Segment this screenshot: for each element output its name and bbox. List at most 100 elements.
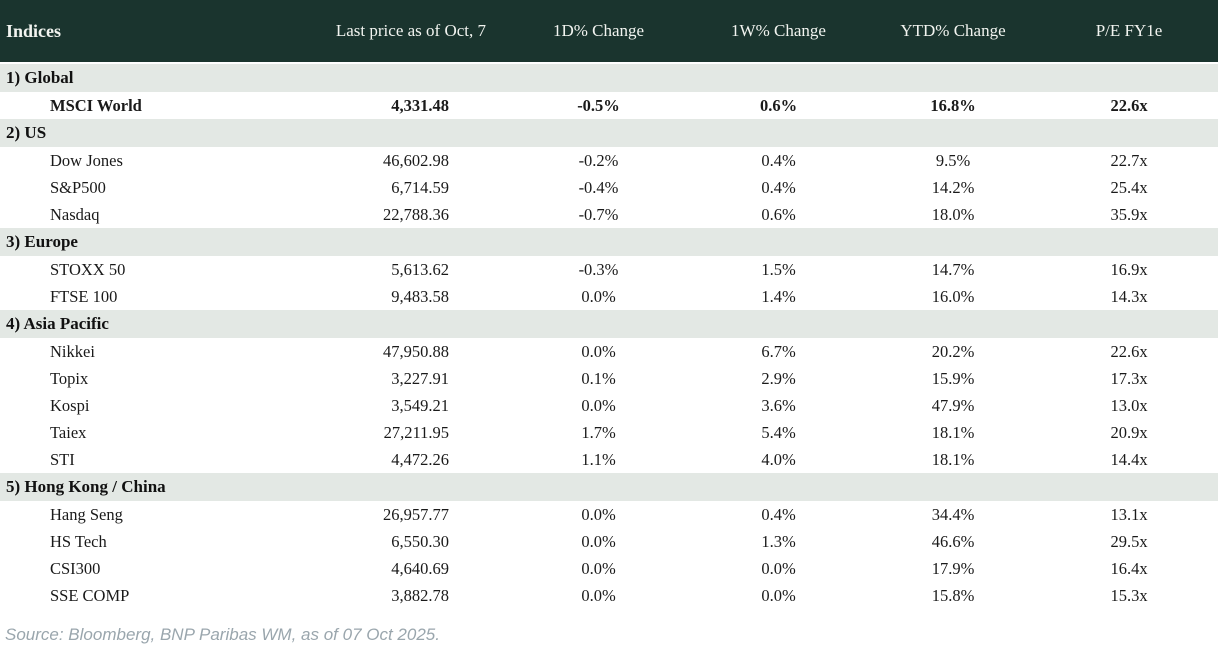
ytd-change-cell: 16.0% xyxy=(866,283,1040,310)
pe-cell: 20.9x xyxy=(1040,419,1218,446)
1d-change-cell: 0.0% xyxy=(506,501,691,528)
index-name-cell: Nikkei xyxy=(0,338,300,365)
section-row: 2) US xyxy=(0,119,1218,147)
ytd-change-cell: 18.1% xyxy=(866,446,1040,473)
source-note: Source: Bloomberg, BNP Paribas WM, as of… xyxy=(5,625,440,644)
index-name-cell: Hang Seng xyxy=(0,501,300,528)
ytd-change-cell: 18.1% xyxy=(866,419,1040,446)
index-name-cell: MSCI World xyxy=(0,92,300,119)
last-price-cell: 4,472.26 xyxy=(300,446,506,473)
1d-change-cell: 0.0% xyxy=(506,338,691,365)
1w-change-cell: 0.0% xyxy=(691,582,866,609)
1w-change-cell: 1.3% xyxy=(691,528,866,555)
pe-cell: 22.6x xyxy=(1040,338,1218,365)
index-name-cell: Taiex xyxy=(0,419,300,446)
last-price-cell: 27,211.95 xyxy=(300,419,506,446)
table-row: STI 4,472.26 1.1% 4.0% 18.1% 14.4x xyxy=(0,446,1218,473)
1d-change-cell: -0.3% xyxy=(506,256,691,283)
1w-change-cell: 4.0% xyxy=(691,446,866,473)
last-price-cell: 6,550.30 xyxy=(300,528,506,555)
section-label: 2) US xyxy=(0,119,1218,147)
table-row: Nikkei 47,950.88 0.0% 6.7% 20.2% 22.6x xyxy=(0,338,1218,365)
1w-change-cell: 1.5% xyxy=(691,256,866,283)
1w-change-cell: 0.6% xyxy=(691,92,866,119)
section-row: 5) Hong Kong / China xyxy=(0,473,1218,501)
pe-cell: 29.5x xyxy=(1040,528,1218,555)
section-label: 3) Europe xyxy=(0,228,1218,256)
1w-change-cell: 3.6% xyxy=(691,392,866,419)
1w-change-cell: 5.4% xyxy=(691,419,866,446)
pe-cell: 35.9x xyxy=(1040,201,1218,228)
section-row: 1) Global xyxy=(0,63,1218,92)
index-name-cell: S&P500 xyxy=(0,174,300,201)
ytd-change-cell: 9.5% xyxy=(866,147,1040,174)
last-price-cell: 26,957.77 xyxy=(300,501,506,528)
index-name-cell: FTSE 100 xyxy=(0,283,300,310)
section-row: 4) Asia Pacific xyxy=(0,310,1218,338)
pe-cell: 17.3x xyxy=(1040,365,1218,392)
index-name-cell: Kospi xyxy=(0,392,300,419)
last-price-cell: 4,331.48 xyxy=(300,92,506,119)
pe-cell: 22.7x xyxy=(1040,147,1218,174)
table-row: Nasdaq 22,788.36 -0.7% 0.6% 18.0% 35.9x xyxy=(0,201,1218,228)
last-price-cell: 3,882.78 xyxy=(300,582,506,609)
column-header-indices: Indices xyxy=(0,0,300,64)
column-header-1d-change: 1D% Change xyxy=(506,0,691,64)
1d-change-cell: 0.1% xyxy=(506,365,691,392)
ytd-change-cell: 17.9% xyxy=(866,555,1040,582)
table-row: S&P500 6,714.59 -0.4% 0.4% 14.2% 25.4x xyxy=(0,174,1218,201)
ytd-change-cell: 18.0% xyxy=(866,201,1040,228)
table-row: Kospi 3,549.21 0.0% 3.6% 47.9% 13.0x xyxy=(0,392,1218,419)
column-header-1w-change: 1W% Change xyxy=(691,0,866,64)
last-price-cell: 3,549.21 xyxy=(300,392,506,419)
column-header-pe-fy1e: P/E FY1e xyxy=(1040,0,1218,64)
ytd-change-cell: 15.8% xyxy=(866,582,1040,609)
1d-change-cell: 0.0% xyxy=(506,392,691,419)
last-price-cell: 47,950.88 xyxy=(300,338,506,365)
section-label: 1) Global xyxy=(0,63,1218,92)
index-name-cell: STOXX 50 xyxy=(0,256,300,283)
last-price-cell: 4,640.69 xyxy=(300,555,506,582)
table-row: HS Tech 6,550.30 0.0% 1.3% 46.6% 29.5x xyxy=(0,528,1218,555)
pe-cell: 22.6x xyxy=(1040,92,1218,119)
index-name-cell: SSE COMP xyxy=(0,582,300,609)
1d-change-cell: 0.0% xyxy=(506,528,691,555)
1d-change-cell: 1.1% xyxy=(506,446,691,473)
pe-cell: 15.3x xyxy=(1040,582,1218,609)
last-price-cell: 46,602.98 xyxy=(300,147,506,174)
section-row: 3) Europe xyxy=(0,228,1218,256)
pe-cell: 16.4x xyxy=(1040,555,1218,582)
1d-change-cell: -0.5% xyxy=(506,92,691,119)
1d-change-cell: -0.4% xyxy=(506,174,691,201)
1w-change-cell: 0.4% xyxy=(691,174,866,201)
1w-change-cell: 6.7% xyxy=(691,338,866,365)
1d-change-cell: 0.0% xyxy=(506,555,691,582)
pe-cell: 25.4x xyxy=(1040,174,1218,201)
pe-cell: 16.9x xyxy=(1040,256,1218,283)
indices-table: Indices Last price as of Oct, 7 1D% Chan… xyxy=(0,0,1218,609)
pe-cell: 13.1x xyxy=(1040,501,1218,528)
index-name-cell: Topix xyxy=(0,365,300,392)
1d-change-cell: 1.7% xyxy=(506,419,691,446)
column-header-ytd-change: YTD% Change xyxy=(866,0,1040,64)
index-name-cell: Dow Jones xyxy=(0,147,300,174)
last-price-cell: 6,714.59 xyxy=(300,174,506,201)
1d-change-cell: -0.7% xyxy=(506,201,691,228)
section-label: 4) Asia Pacific xyxy=(0,310,1218,338)
table-row: Topix 3,227.91 0.1% 2.9% 15.9% 17.3x xyxy=(0,365,1218,392)
1w-change-cell: 1.4% xyxy=(691,283,866,310)
1w-change-cell: 0.4% xyxy=(691,501,866,528)
pe-cell: 13.0x xyxy=(1040,392,1218,419)
1d-change-cell: 0.0% xyxy=(506,582,691,609)
table-row: FTSE 100 9,483.58 0.0% 1.4% 16.0% 14.3x xyxy=(0,283,1218,310)
1w-change-cell: 0.0% xyxy=(691,555,866,582)
table-row: STOXX 50 5,613.62 -0.3% 1.5% 14.7% 16.9x xyxy=(0,256,1218,283)
last-price-cell: 22,788.36 xyxy=(300,201,506,228)
1d-change-cell: 0.0% xyxy=(506,283,691,310)
last-price-cell: 9,483.58 xyxy=(300,283,506,310)
last-price-cell: 3,227.91 xyxy=(300,365,506,392)
1w-change-cell: 0.4% xyxy=(691,147,866,174)
table-row: MSCI World 4,331.48 -0.5% 0.6% 16.8% 22.6x xyxy=(0,92,1218,119)
section-label: 5) Hong Kong / China xyxy=(0,473,1218,501)
